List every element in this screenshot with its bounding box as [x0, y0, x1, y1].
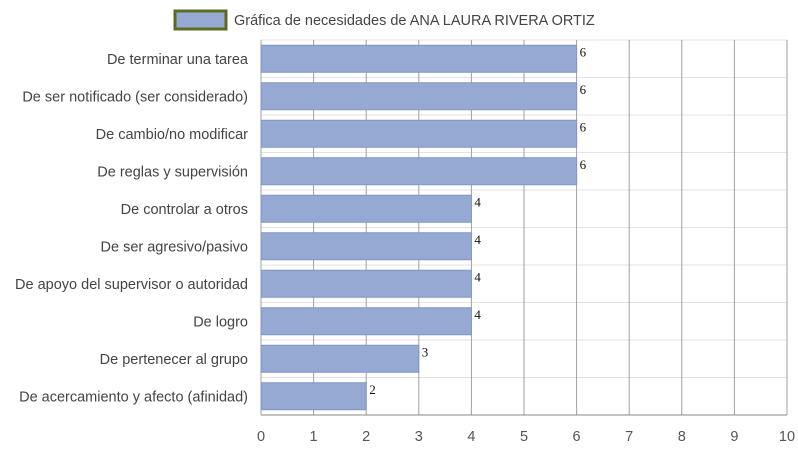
bar: [260, 82, 578, 111]
x-tick-label: 0: [257, 429, 265, 445]
category-label: De controlar a otros: [121, 202, 248, 218]
x-tick-label: 6: [573, 429, 581, 445]
data-label: 4: [474, 232, 481, 247]
category-label: De acercamiento y afecto (afinidad): [19, 389, 248, 405]
category-label: De cambio/no modificar: [96, 127, 248, 143]
data-label: 4: [474, 269, 481, 284]
x-axis-ticks: 0 1 2 3 4 5 6 7 8 9 10: [257, 429, 795, 445]
x-tick-label: 1: [310, 429, 318, 445]
bars: [260, 44, 578, 411]
x-tick-label: 8: [678, 429, 686, 445]
x-tick-label: 7: [625, 429, 633, 445]
bar: [260, 194, 472, 223]
data-label: 6: [580, 119, 587, 134]
x-tick-label: 10: [779, 429, 795, 445]
x-tick-label: 3: [415, 429, 423, 445]
category-label: De logro: [193, 314, 248, 330]
category-label: De terminar una tarea: [107, 52, 249, 68]
data-label: 6: [580, 157, 587, 172]
category-labels: De terminar una tarea De ser notificado (…: [15, 52, 249, 406]
x-tick-label: 5: [520, 429, 528, 445]
data-label: 6: [580, 44, 587, 59]
data-label: 2: [369, 382, 376, 397]
data-labels: 6 6 6 6 4 4 4 4 3 2: [369, 44, 586, 397]
bar: [260, 344, 420, 373]
category-label: De ser notificado (ser considerado): [22, 89, 248, 105]
data-label: 3: [422, 344, 429, 359]
bar: [260, 382, 367, 411]
bar: [260, 119, 578, 148]
x-tick-label: 9: [730, 429, 738, 445]
legend: Gráfica de necesidades de ANA LAURA RIVE…: [173, 9, 595, 31]
x-tick-label: 2: [362, 429, 370, 445]
category-label: De ser agresivo/pasivo: [101, 239, 249, 255]
category-label: De apoyo del supervisor o autoridad: [15, 277, 248, 293]
bar: [260, 44, 578, 73]
data-label: 4: [474, 307, 481, 322]
legend-swatch: [173, 9, 228, 31]
x-tick-label: 4: [467, 429, 475, 445]
category-label: De reglas y supervisión: [97, 164, 248, 180]
legend-label: Gráfica de necesidades de ANA LAURA RIVE…: [234, 13, 595, 29]
data-label: 6: [580, 82, 587, 97]
bar: [260, 307, 472, 336]
data-label: 4: [474, 194, 481, 209]
bar: [260, 157, 578, 186]
bar: [260, 232, 472, 261]
bar: [260, 269, 472, 298]
category-label: De pertenecer al grupo: [100, 352, 248, 368]
